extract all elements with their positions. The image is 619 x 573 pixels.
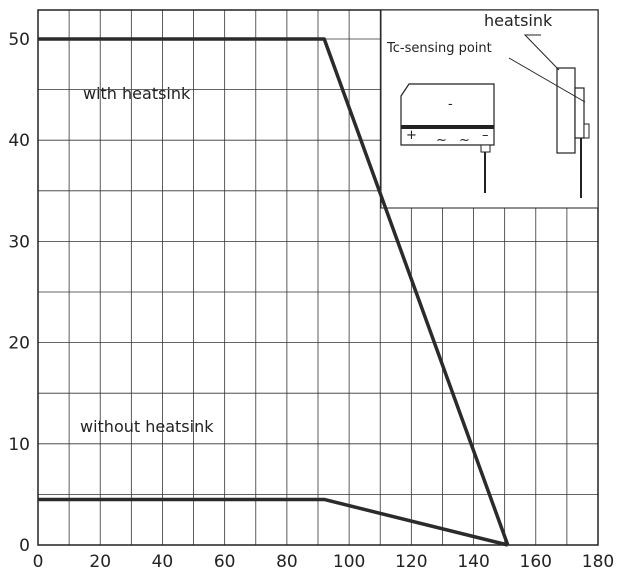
series-label-without-heatsink: without heatsink [80,417,214,436]
module-side-view [556,67,590,198]
x-tick-label: 0 [33,552,44,572]
y-tick-label: 10 [8,435,30,455]
y-tick-label: 0 [19,536,30,556]
x-tick-label: 100 [333,552,365,572]
x-tick-labels: 0 20 40 60 80 100 120 140 160 180 [33,552,615,572]
x-tick-label: 180 [582,552,614,572]
y-tick-labels: 0 10 20 30 40 50 [8,30,30,556]
heatsink-label: heatsink [484,11,553,30]
series-lines [38,37,510,547]
inset-pin-mark-ac2: ~ [459,133,470,148]
plot-frame [37,9,599,546]
inset-pin-mark-ac1: ~ [436,133,447,148]
inset-pin-mark-minus: – [482,128,489,143]
series-line-without-heatsink [38,497,509,547]
y-tick-label: 50 [8,30,30,50]
y-tick-label: 30 [8,232,30,252]
heatsink-leader [523,34,560,71]
x-tick-label: 40 [152,552,174,572]
x-tick-label: 80 [276,552,298,572]
x-tick-label: 140 [457,552,489,572]
y-tick-label: 40 [8,131,30,151]
sensing-point-label: Tc-sensing point [386,41,492,56]
inset-center-mark: - [448,97,453,112]
sensing-point-leader [508,57,586,103]
series-line-with-heatsink [38,37,510,546]
x-tick-label: 120 [395,552,427,572]
x-tick-label: 60 [214,552,236,572]
series-label-with-heatsink: with heatsink [83,84,191,103]
inset-pin-mark-plus: + [406,128,417,143]
x-tick-label: 160 [520,552,552,572]
x-tick-label: 20 [89,552,111,572]
y-tick-label: 20 [8,334,30,354]
module-front-view: - + ~ ~ – [400,83,495,193]
inset-diagram: - + ~ ~ – heatsink Tc-sensing point [380,9,599,209]
